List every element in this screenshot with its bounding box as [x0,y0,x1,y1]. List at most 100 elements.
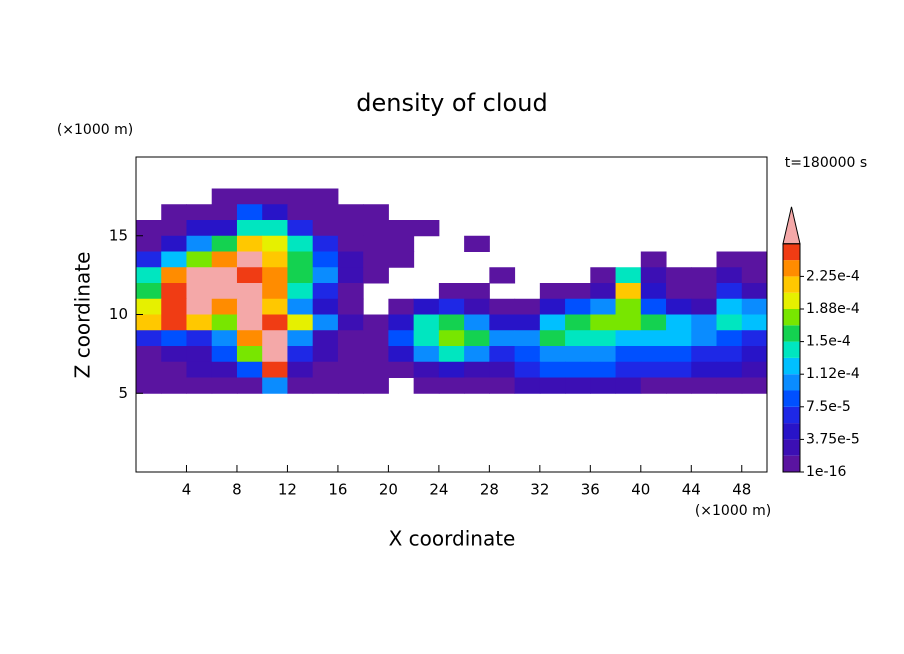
contour-cell [666,298,692,315]
contour-cell [464,314,490,331]
contour-cell [691,283,718,300]
contour-cell [337,346,364,363]
contour-cell [590,267,617,284]
contour-cell [186,204,213,221]
contour-cell [236,251,263,268]
contour-cell [615,267,642,284]
colorbar-band [783,406,800,424]
contour-cell [640,346,667,363]
contour-cell [363,251,389,268]
contour-cell [741,377,768,394]
contour-cell [741,361,768,378]
x-tick-label: 16 [328,481,347,499]
contour-cell [211,188,238,205]
contour-cell [565,346,591,363]
contour-cell [161,204,187,221]
chart-title: density of cloud [356,89,547,117]
contour-cell [565,330,591,347]
contour-cell [236,204,263,221]
contour-cell [413,361,440,378]
contour-cell [211,377,238,394]
x-axis-label: X coordinate [389,527,516,551]
contour-cell [514,298,541,315]
contour-cell [186,346,213,363]
contour-cell [539,346,566,363]
colorbar-band [783,243,800,261]
contour-cell [312,314,339,331]
contour-cell [590,330,617,347]
contour-cell [136,251,162,268]
contour-cell [136,361,162,378]
contour-cell [565,298,591,315]
contour-cell [413,298,440,315]
contour-cell [236,267,263,284]
colorbar-band [783,455,800,472]
contour-cell [590,298,617,315]
contour-cell [640,251,667,268]
contour-cell [287,361,314,378]
contour-cell [337,235,364,252]
contour-cell [186,377,213,394]
contour-cell [539,314,566,331]
contour-cell [615,330,642,347]
contour-cell [136,298,162,315]
contour-cell [489,298,516,315]
contour-cell [514,330,541,347]
x-tick-label: 28 [480,481,499,499]
contour-cell [514,377,541,394]
contour-cell [741,346,768,363]
contour-cell [388,346,415,363]
contour-cell [236,283,263,300]
contour-cell [262,235,288,252]
contour-cell [136,235,162,252]
contour-cell [691,298,718,315]
colorbar-band [783,276,800,293]
contour-cell [388,235,415,252]
contour-cell [337,314,364,331]
contour-cell [186,314,213,331]
contour-cell [489,330,516,347]
contour-cell [716,377,743,394]
contour-cell [363,361,389,378]
contour-cell [312,267,339,284]
contour-cell [211,361,238,378]
contour-cell [716,298,743,315]
contour-cell [388,220,415,237]
contour-cell [161,361,187,378]
contour-cell [312,377,339,394]
contour-cell [337,361,364,378]
contour-cell [539,361,566,378]
y-unit: (×1000 m) [57,122,133,138]
contour-cell [262,377,288,394]
contour-cell [464,330,490,347]
contour-cell [262,346,288,363]
contour-cell [489,314,516,331]
contour-cell [136,267,162,284]
contour-cell [236,220,263,237]
x-tick-label: 36 [581,481,600,499]
contour-cell [741,267,768,284]
contour-cell [211,235,238,252]
contour-cell [287,346,314,363]
contour-cell [590,377,617,394]
colorbar-tick-label: 1.88e-4 [806,301,860,317]
contour-cell [413,377,440,394]
contour-cell [640,314,667,331]
contour-cell [615,298,642,315]
contour-cell [615,283,642,300]
colorbar-extension [782,206,801,245]
contour-cell [716,314,743,331]
annotation: t=180000 s [785,155,867,171]
contour-cell [161,314,187,331]
contour-cell [287,330,314,347]
contour-cell [691,377,718,394]
contour-cell [464,346,490,363]
contour-cell [741,298,768,315]
contour-cell [363,377,389,394]
contour-cell [413,314,440,331]
contour-cell [136,377,162,394]
contour-cell [666,330,692,347]
contour-cell [161,251,187,268]
contour-cell [640,298,667,315]
contour-cell [615,361,642,378]
